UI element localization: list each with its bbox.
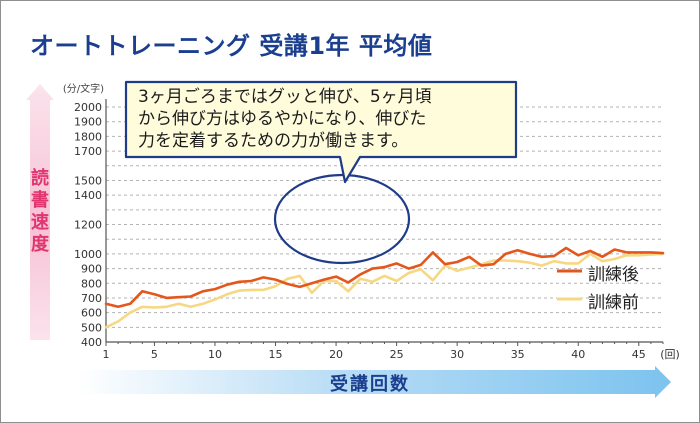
y-axis-title-char: 書 xyxy=(31,190,49,211)
y-tick-label: 400 xyxy=(81,336,102,349)
x-tick-label: 10 xyxy=(208,348,222,361)
y-axis-title-char: 度 xyxy=(31,234,49,255)
x-axis-title: 受講回数 xyxy=(330,374,410,395)
x-tick-label: 35 xyxy=(511,348,525,361)
x-tick-label: 25 xyxy=(390,348,404,361)
x-tick-label: 5 xyxy=(151,348,158,361)
x-tick-label: 40 xyxy=(571,348,585,361)
y-tick-label: 800 xyxy=(81,277,102,290)
x-tick-label: 20 xyxy=(329,348,343,361)
y-axis-title: 読書速度 xyxy=(28,168,52,256)
y-tick-label: 1500 xyxy=(74,174,102,187)
callout-balloon xyxy=(124,80,518,184)
y-tick-label: 1000 xyxy=(74,248,102,261)
x-axis-arrow xyxy=(78,366,671,398)
y-tick-label: 2000 xyxy=(74,101,102,114)
y-tick-label: 1800 xyxy=(74,130,102,143)
callout-line: から伸び方はゆるやかになり、伸びた xyxy=(138,109,427,129)
legend-label-after: 訓練後 xyxy=(588,265,639,285)
series-line-before xyxy=(104,252,665,329)
y-tick-label: 1200 xyxy=(74,219,102,232)
y-tick-label: 600 xyxy=(81,307,102,320)
y-axis-arrow xyxy=(26,84,54,340)
series-layer xyxy=(104,246,665,329)
y-tick-label: 900 xyxy=(81,263,102,276)
y-tick-label: 1900 xyxy=(74,116,102,129)
legend-label-before: 訓練前 xyxy=(588,293,639,313)
x-tick-label: 45 xyxy=(632,348,646,361)
y-tick-label: 700 xyxy=(81,292,102,305)
highlight-ellipse xyxy=(273,173,411,265)
y-tick-label: 1700 xyxy=(74,145,102,158)
y-unit-label: (分/文字) xyxy=(63,82,104,95)
y-axis-title-char: 速 xyxy=(31,212,49,233)
y-tick-label: 1400 xyxy=(74,189,102,202)
chart-title: オートトレーニング 受講1年 平均値 xyxy=(30,32,433,60)
x-tick-label: 15 xyxy=(269,348,283,361)
x-tick-label: 1 xyxy=(103,348,110,361)
x-tick-label: 30 xyxy=(450,348,464,361)
callout-text: 3ヶ月ごろまではグッと伸び、5ヶ月頃 から伸び方はゆるやかになり、伸びた 力を定… xyxy=(138,86,512,152)
y-axis-title-char: 読 xyxy=(31,168,49,189)
series-line-after xyxy=(104,246,665,309)
x-unit-label: (回) xyxy=(660,348,680,361)
callout-line: 3ヶ月ごろまではグッと伸び、5ヶ月頃 xyxy=(138,87,432,107)
callout-line: 力を定着するための力が働きます。 xyxy=(138,131,409,151)
y-tick-label: 500 xyxy=(81,321,102,334)
